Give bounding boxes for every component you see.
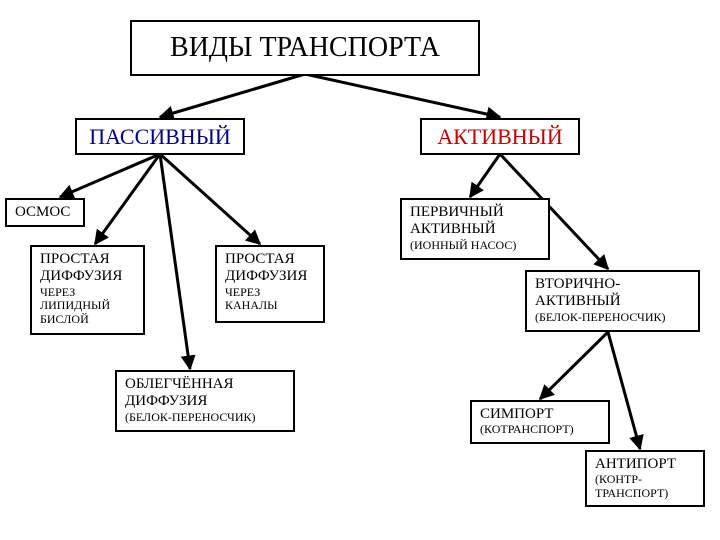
- node-diff1-label: ПРОСТАЯ ДИФФУЗИЯ: [40, 251, 122, 284]
- node-diff1-sub: ЧЕРЕЗ ЛИПИДНЫЙ БИСЛОЙ: [40, 286, 135, 327]
- node-active-label: АКТИВНЫЙ: [437, 124, 563, 149]
- edge: [305, 74, 500, 117]
- node-prim-label: ПЕРВИЧНЫЙ АКТИВНЫЙ: [410, 204, 504, 237]
- node-primary-active: ПЕРВИЧНЫЙ АКТИВНЫЙ (ИОННЫЙ НАСОС): [400, 198, 550, 260]
- node-root-label: ВИДЫ ТРАНСПОРТА: [170, 32, 440, 63]
- node-diff2-label: ПРОСТАЯ ДИФФУЗИЯ: [225, 251, 307, 284]
- edge: [95, 154, 160, 244]
- edge: [60, 154, 160, 197]
- node-antiport: АНТИПОРТ (КОНТР-ТРАНСПОРТ): [585, 450, 705, 507]
- edge: [470, 154, 500, 197]
- node-facil-sub: (БЕЛОК-ПЕРЕНОСЧИК): [125, 411, 285, 425]
- node-sec-label: ВТОРИЧНО-АКТИВНЫЙ: [535, 276, 621, 309]
- node-anti-sub: (КОНТР-ТРАНСПОРТ): [595, 473, 695, 501]
- node-passive-label: ПАССИВНЫЙ: [89, 124, 231, 149]
- node-active: АКТИВНЫЙ: [420, 118, 580, 155]
- edge: [160, 74, 305, 117]
- node-symp-sub: (КОТРАНСПОРТ): [480, 423, 600, 437]
- node-passive: ПАССИВНЫЙ: [75, 118, 245, 155]
- edge: [160, 154, 260, 244]
- node-symport: СИМПОРТ (КОТРАНСПОРТ): [470, 400, 610, 444]
- node-facil-label: ОБЛЕГЧЁННАЯ ДИФФУЗИЯ: [125, 376, 234, 409]
- node-osmosis: ОСМОС: [5, 198, 85, 227]
- edge: [160, 154, 190, 369]
- edge: [540, 332, 608, 399]
- node-simple-diffusion-channels: ПРОСТАЯ ДИФФУЗИЯ ЧЕРЕЗ КАНАЛЫ: [215, 245, 325, 323]
- node-secondary-active: ВТОРИЧНО-АКТИВНЫЙ (БЕЛОК-ПЕРЕНОСЧИК): [525, 270, 700, 332]
- node-diff2-sub: ЧЕРЕЗ КАНАЛЫ: [225, 286, 315, 314]
- node-anti-label: АНТИПОРТ: [595, 456, 676, 472]
- node-sec-sub: (БЕЛОК-ПЕРЕНОСЧИК): [535, 311, 690, 325]
- node-simple-diffusion-bilayer: ПРОСТАЯ ДИФФУЗИЯ ЧЕРЕЗ ЛИПИДНЫЙ БИСЛОЙ: [30, 245, 145, 335]
- node-facilitated-diffusion: ОБЛЕГЧЁННАЯ ДИФФУЗИЯ (БЕЛОК-ПЕРЕНОСЧИК): [115, 370, 295, 432]
- edge: [608, 332, 640, 449]
- node-osmosis-label: ОСМОС: [15, 204, 70, 220]
- node-prim-sub: (ИОННЫЙ НАСОС): [410, 239, 540, 253]
- node-symp-label: СИМПОРТ: [480, 406, 554, 422]
- node-root: ВИДЫ ТРАНСПОРТА: [130, 20, 480, 76]
